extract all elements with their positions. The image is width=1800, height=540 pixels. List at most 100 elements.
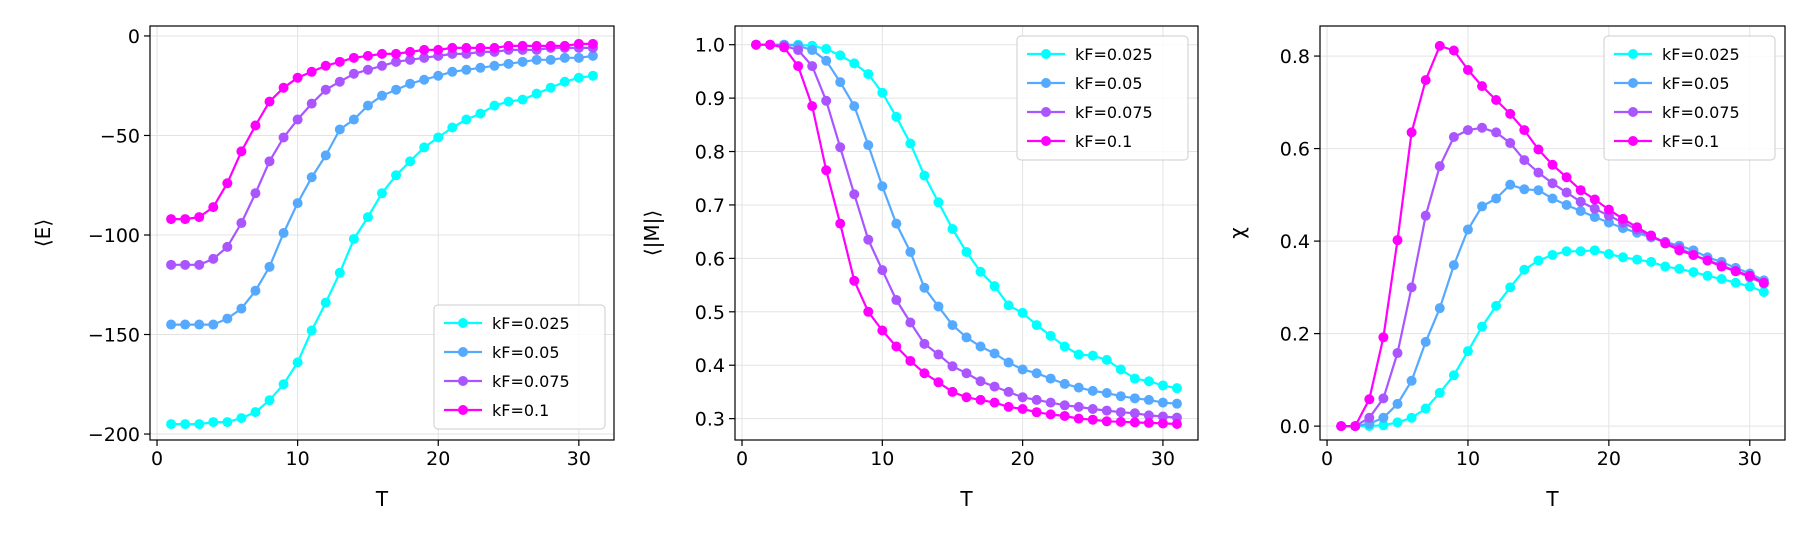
data-point — [1143, 376, 1154, 387]
data-point — [292, 114, 303, 125]
data-point — [391, 84, 402, 95]
legend-marker — [1041, 136, 1051, 146]
data-point — [573, 52, 584, 63]
legend-box — [1603, 35, 1776, 161]
data-point — [1448, 260, 1459, 271]
chart-panel-3: 0 10 20 300.00.20.40.60.8TχkF=0.025kF=0.05k… — [1225, 25, 1786, 511]
data-point — [180, 419, 191, 430]
data-point — [1129, 373, 1140, 384]
data-point — [433, 132, 444, 143]
data-point — [489, 60, 500, 71]
data-point — [1157, 397, 1168, 408]
data-point — [292, 198, 303, 209]
data-point — [863, 306, 874, 317]
data-point — [1505, 179, 1516, 190]
legend: kF=0.025 kF=0.05 kF=0.075 kF=0.1 — [433, 304, 606, 430]
data-point — [377, 48, 387, 59]
data-point — [1603, 249, 1614, 260]
data-point — [961, 246, 972, 257]
data-point — [1702, 255, 1713, 266]
data-point — [1101, 354, 1112, 365]
data-point — [1087, 385, 1098, 396]
data-point — [1575, 246, 1586, 257]
data-point — [877, 265, 888, 276]
data-point — [1758, 277, 1769, 288]
data-point — [947, 223, 958, 234]
data-point — [1364, 412, 1375, 423]
y-tick-label: −200 — [88, 424, 140, 446]
data-point — [1420, 403, 1431, 414]
data-point — [1477, 321, 1488, 332]
data-point — [1115, 416, 1126, 427]
legend-label: kF=0.05 — [1075, 74, 1143, 93]
data-point — [391, 56, 402, 67]
data-point — [933, 349, 944, 360]
data-point — [250, 188, 261, 199]
data-point — [447, 122, 458, 133]
data-point — [975, 266, 986, 277]
data-point — [1646, 230, 1657, 241]
data-point — [1087, 350, 1098, 361]
data-point — [793, 45, 804, 56]
data-point — [849, 101, 860, 112]
data-point — [1533, 255, 1544, 266]
data-point — [1491, 300, 1502, 311]
data-point — [849, 275, 860, 286]
data-point — [587, 38, 598, 49]
data-point — [545, 82, 556, 93]
data-point — [807, 61, 818, 72]
data-point — [1045, 330, 1056, 341]
data-point — [362, 100, 373, 111]
series-line-3 — [171, 46, 593, 266]
data-point — [306, 325, 317, 336]
data-point — [475, 42, 486, 53]
x-tick-label: 30 — [567, 448, 591, 470]
data-point — [1533, 185, 1544, 196]
data-point — [1406, 282, 1417, 293]
data-point — [1434, 303, 1445, 314]
data-point — [947, 386, 958, 397]
data-point — [905, 138, 916, 149]
data-point — [751, 39, 762, 50]
data-point — [807, 45, 818, 56]
data-point — [919, 282, 930, 293]
data-point — [905, 355, 916, 366]
data-point — [447, 66, 458, 77]
data-point — [1589, 194, 1600, 205]
data-point — [1505, 282, 1516, 293]
data-point — [1059, 341, 1070, 352]
data-point — [531, 40, 542, 51]
y-tick-label: −50 — [100, 125, 140, 147]
data-point — [1003, 357, 1014, 368]
data-point — [1547, 159, 1558, 170]
data-point — [891, 218, 902, 229]
data-point — [1519, 125, 1530, 136]
data-point — [1434, 387, 1445, 398]
data-point — [348, 233, 359, 244]
x-tick-label: 30 — [1738, 448, 1762, 470]
data-point — [517, 56, 528, 67]
data-point — [1730, 277, 1741, 288]
data-point — [1716, 274, 1727, 285]
data-point — [1702, 270, 1713, 281]
data-point — [933, 197, 944, 208]
data-point — [1462, 346, 1473, 357]
data-point — [1462, 125, 1473, 136]
data-point — [559, 40, 570, 51]
data-point — [1378, 393, 1389, 404]
legend-marker — [458, 376, 468, 386]
data-point — [1101, 387, 1112, 398]
data-point — [278, 228, 289, 238]
data-point — [1632, 254, 1643, 265]
data-point — [236, 303, 247, 314]
data-point — [1073, 413, 1084, 424]
data-point — [961, 368, 972, 379]
data-point — [1129, 417, 1140, 428]
legend: kF=0.025 kF=0.05 kF=0.075 kF=0.1 — [1603, 35, 1776, 161]
data-point — [166, 259, 177, 270]
data-point — [933, 301, 944, 312]
data-point — [975, 376, 986, 387]
axes-frame — [734, 25, 1199, 441]
data-point — [320, 84, 331, 95]
